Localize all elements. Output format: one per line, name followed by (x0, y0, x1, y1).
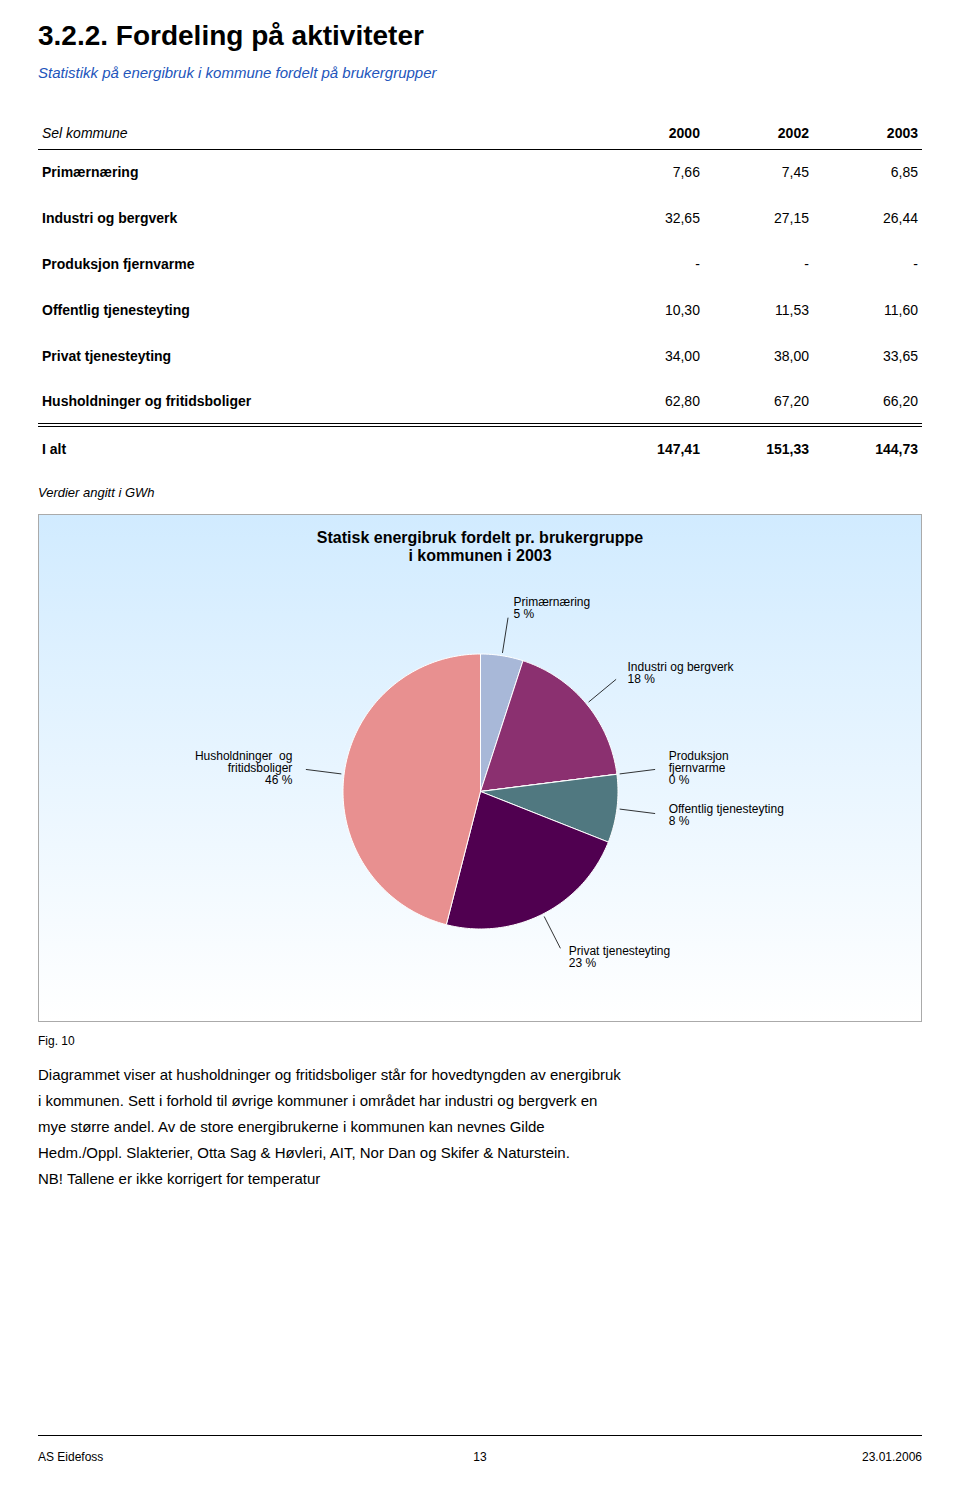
html-text:32,65: 32,65 (664, 210, 700, 226)
html-text:11,53: 11,53 (775, 302, 809, 318)
html-text:27,15: 27,15 (773, 210, 809, 226)
html-text:26,44: 26,44 (883, 210, 918, 226)
html-text:6,85: 6,85 (890, 164, 918, 181)
html-text:7,66: 7,66 (672, 164, 700, 181)
html-text:i kommunen. Sett i forhold til: i kommunen. Sett i forhold til øvrige ko… (38, 1092, 598, 1109)
html-text:67,20: 67,20 (773, 393, 809, 409)
html-text:7,45: 7,45 (781, 164, 809, 181)
html-text:Verdier angitt i GWh: Verdier angitt i GWh (38, 485, 155, 500)
svg-text:Primærnæring5 %: Primærnæring5 % (514, 595, 591, 621)
html-text:151,33: 151,33 (766, 441, 809, 457)
html-text:13: 13 (473, 1450, 487, 1464)
html-text:Offentlig tjenesteyting: Offentlig tjenesteyting (42, 302, 190, 318)
svg-text:Offentlig tjenesteyting8 %: Offentlig tjenesteyting8 % (669, 802, 784, 828)
html-text:Hedm./Oppl. Slakterier, Otta S: Hedm./Oppl. Slakterier, Otta Sag & Høvle… (38, 1144, 570, 1161)
svg-text:Produksjonfjernvarme0 %: Produksjonfjernvarme0 % (669, 749, 729, 787)
html-text:I alt: I alt (42, 441, 67, 457)
html-text:2003: 2003 (886, 124, 918, 141)
html-text:Statisk energibruk fordelt pr.: Statisk energibruk fordelt pr. brukergru… (316, 529, 644, 564)
html-text:Privat tjenesteyting: Privat tjenesteyting (42, 348, 172, 364)
html-text:Husholdninger og fritidsbolige: Husholdninger og fritidsboliger (42, 393, 252, 409)
html-text:38,00: 38,00 (773, 348, 809, 364)
html-text:62,80: 62,80 (664, 393, 700, 409)
html-text:66,20: 66,20 (883, 393, 918, 409)
svg-text:Husholdninger ogfritidsbolige: Husholdninger ogfritidsboliger46 % (195, 749, 293, 787)
html-text:mye større andel. Av de store: mye større andel. Av de store energibruk… (38, 1118, 545, 1135)
html-text:Produksjon fjernvarme: Produksjon fjernvarme (42, 256, 195, 272)
html-text:Diagrammet viser at husholdnin: Diagrammet viser at husholdninger og fri… (38, 1066, 621, 1083)
html-text:Primærnæring: Primærnæring (42, 164, 139, 181)
html-text:2000: 2000 (668, 124, 700, 141)
html-text:Sel kommune: Sel kommune (42, 124, 128, 141)
html-text:Industri og bergverk: Industri og bergverk (42, 210, 178, 226)
html-text:AS Eidefoss: AS Eidefoss (38, 1450, 104, 1464)
html-text:3.2.2. Fordeling på aktivitete: 3.2.2. Fordeling på aktiviteter (38, 20, 424, 51)
html-text:2002: 2002 (777, 124, 809, 141)
html-text:33,65: 33,65 (883, 348, 918, 364)
svg-text:Industri og bergverk18 %: Industri og bergverk18 % (628, 660, 735, 686)
html-text:23.01.2006: 23.01.2006 (862, 1450, 922, 1464)
html-text:NB! Tallene er ikke korrigert: NB! Tallene er ikke korrigert for temper… (38, 1170, 321, 1187)
html-text:11,60: 11,60 (884, 302, 918, 318)
html-text:Statistikk på energibruk i kom: Statistikk på energibruk i kommune forde… (38, 64, 437, 81)
html-text:34,00: 34,00 (664, 348, 700, 364)
html-text:Fig. 10: Fig. 10 (38, 1034, 75, 1048)
html-text:10,30: 10,30 (664, 302, 700, 318)
svg-text:Privat tjenesteyting23 %: Privat tjenesteyting23 % (569, 944, 670, 970)
html-text:147,41: 147,41 (657, 441, 700, 457)
html-text:144,73: 144,73 (875, 441, 918, 457)
